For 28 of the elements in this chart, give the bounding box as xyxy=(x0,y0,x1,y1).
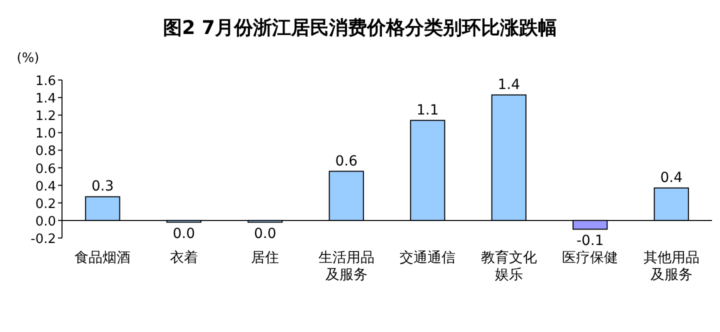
data-label: -0.1 xyxy=(576,233,604,250)
y-tick-label: 0.2 xyxy=(35,196,56,212)
data-label: 0.3 xyxy=(91,178,114,195)
x-tick-label: 居住 xyxy=(251,250,280,266)
chart-title: 图2 7月份浙江居民消费价格分类别环比涨跌幅 xyxy=(162,17,558,39)
data-label: 1.1 xyxy=(416,102,439,118)
x-tick-label: 教育文化娱乐 xyxy=(480,249,537,283)
x-tick-label: 食品烟酒 xyxy=(74,250,131,266)
data-label: 0.4 xyxy=(660,170,683,186)
y-tick-label: 1.4 xyxy=(35,92,56,107)
x-tick-label: 衣着 xyxy=(170,250,198,266)
y-tick-label: 1.6 xyxy=(35,74,56,89)
x-tick-label: 医疗保健 xyxy=(562,250,618,266)
y-tick-label: 1.2 xyxy=(35,109,56,124)
data-label: 0.0 xyxy=(254,226,276,242)
y-tick-label: 0.6 xyxy=(35,162,56,177)
data-label: 0.0 xyxy=(172,226,196,242)
data-label: 0.6 xyxy=(335,153,358,170)
y-axis-title: (%) xyxy=(16,51,40,66)
y-tick-label: 0.8 xyxy=(35,144,56,160)
data-label: 1.4 xyxy=(498,76,520,93)
y-tick-label: 0.4 xyxy=(35,179,56,194)
x-tick-label: 交通通信 xyxy=(400,250,456,266)
y-tick-label: 0.0 xyxy=(35,214,56,230)
x-tick-label: 其他用品及服务 xyxy=(643,250,700,283)
y-tick-label: 1.0 xyxy=(35,126,56,142)
x-tick-label: 生活用品及服务 xyxy=(318,250,374,283)
y-tick-label: -0.2 xyxy=(30,232,56,247)
